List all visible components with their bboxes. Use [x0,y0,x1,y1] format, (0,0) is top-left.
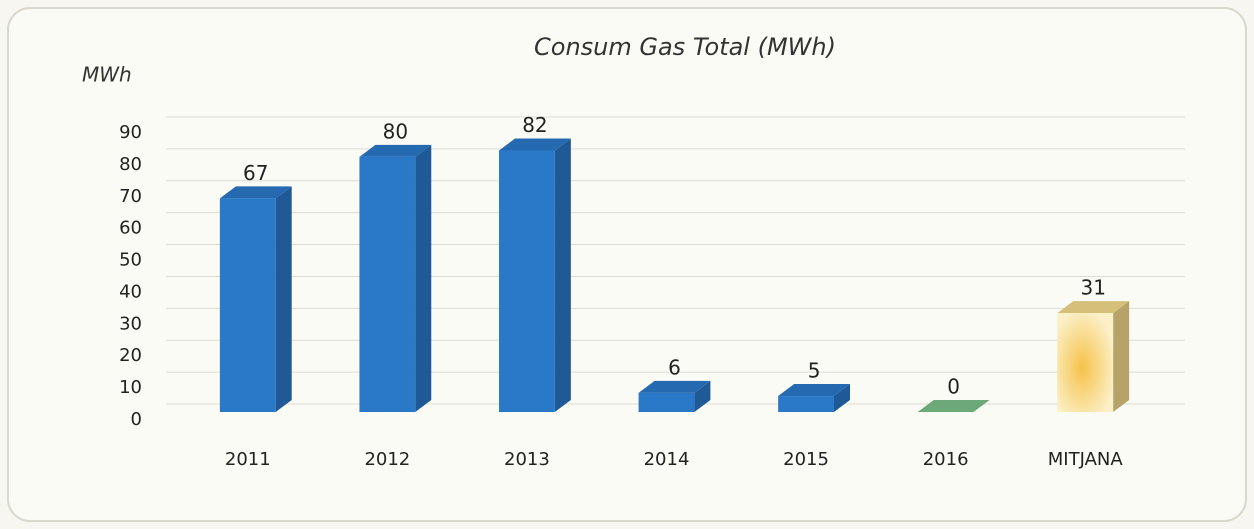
bar [219,198,276,412]
bar-top [499,138,571,151]
y-tick-label: 20 [119,345,142,366]
data-label: 5 [808,359,821,383]
y-tick-label: 70 [119,186,142,207]
y-tick-label: 0 [131,409,142,430]
bar-side [554,138,571,412]
data-label: 82 [522,113,547,137]
data-label: 0 [947,375,960,399]
x-tick-label: 2014 [644,449,690,470]
y-tick-label: 50 [119,250,142,271]
x-tick-label: MITJANA [1048,449,1124,470]
x-tick-label: 2016 [923,449,969,470]
bar-top [359,144,432,157]
bar-side [833,384,850,412]
y-tick-label: 40 [119,281,142,302]
bar-side [415,144,432,412]
bar [1057,313,1114,412]
y-axis-label: MWh [82,63,132,87]
bar [359,156,416,412]
data-label: 67 [243,161,268,185]
y-tick-label: 80 [119,154,142,175]
bar [638,392,695,412]
bar [499,150,555,412]
bar-top [778,384,850,397]
data-label: 6 [668,355,681,379]
y-tick-label: 60 [119,218,142,239]
x-tick-label: 2013 [504,449,550,470]
y-tick-label: 30 [119,313,142,334]
bar-top [1057,301,1130,314]
data-label: 31 [1080,276,1105,300]
y-tick-label: 90 [119,122,142,143]
bar-top [638,380,711,393]
data-label: 80 [383,119,408,143]
x-tick-label: 2012 [364,449,410,470]
chart-background [7,7,1247,522]
bar-side [694,380,711,412]
bar-side [275,186,292,412]
chart-title: Consum Gas Total (MWh) [534,33,836,61]
bar [778,396,834,412]
bar-top [219,186,292,199]
x-tick-label: 2011 [225,449,271,470]
x-tick-label: 2015 [783,449,829,470]
bar-side [1113,301,1130,412]
y-tick-label: 10 [119,377,142,398]
bar-top [917,400,990,412]
